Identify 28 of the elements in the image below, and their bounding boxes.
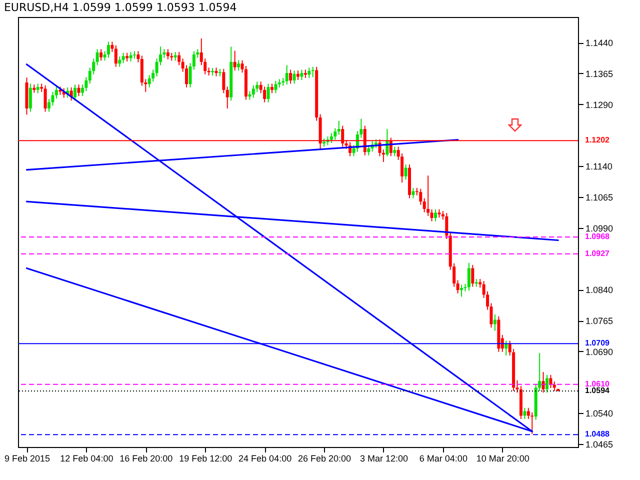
y-tick-label: 1.0540	[586, 408, 614, 419]
y-tick-label: 1.1140	[586, 162, 612, 172]
ref-line-label: 1.0488	[585, 430, 610, 439]
x-tick-label: 10 Mar 20:00	[476, 454, 530, 464]
ref-line-label: 1.0594	[585, 386, 610, 395]
ref-line-label: 1.1202	[585, 136, 610, 145]
y-tick-label: 1.0990	[586, 223, 614, 234]
y-tick-label: 1.0765	[586, 316, 614, 326]
y-tick-label: 1.1365	[586, 68, 614, 79]
x-tick-label: 24 Feb 04:00	[238, 454, 292, 464]
y-tick-label: 1.1440	[586, 38, 614, 48]
ref-line-label: 1.0968	[585, 232, 610, 241]
y-tick-label: 1.0465	[586, 440, 614, 450]
x-tick-label: 9 Feb 2015	[4, 454, 50, 464]
ref-line-label: 1.0709	[585, 338, 610, 348]
y-tick-label: 1.1065	[586, 192, 614, 202]
chart-title: EURUSD,H4 1.0599 1.0599 1.0593 1.0594	[4, 1, 237, 14]
x-tick-label: 26 Feb 20:00	[298, 454, 352, 464]
ref-line-label: 1.0927	[585, 248, 610, 258]
x-tick-label: 16 Feb 20:00	[120, 454, 173, 464]
x-tick-label: 6 Mar 04:00	[419, 454, 468, 464]
x-tick-label: 12 Feb 04:00	[60, 454, 114, 464]
ref-line-label: 1.0610	[585, 379, 610, 388]
y-tick-label: 1.0840	[586, 285, 614, 296]
y-tick-label: 1.1290	[586, 100, 614, 110]
x-tick-label: 19 Feb 12:00	[179, 454, 232, 464]
y-tick-label: 1.0690	[586, 346, 614, 357]
x-tick-label: 3 Mar 12:00	[360, 454, 408, 464]
